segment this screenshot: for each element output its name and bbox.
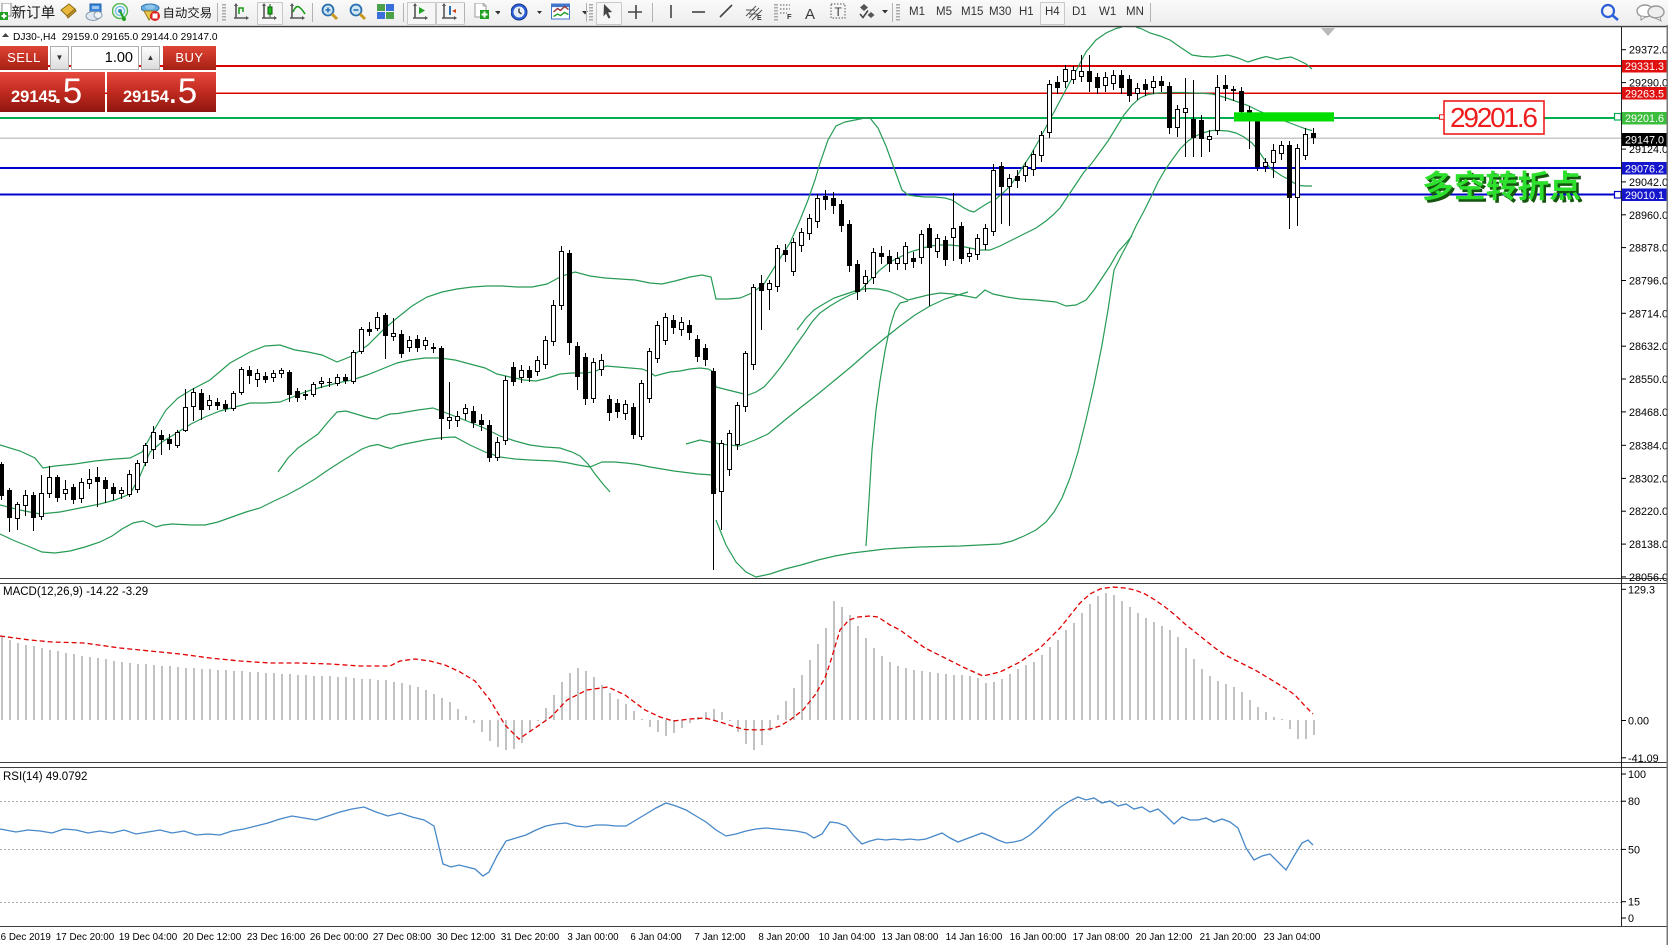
svg-text:129.3: 129.3 — [1628, 584, 1655, 596]
svg-text:6 Jan 04:00: 6 Jan 04:00 — [630, 932, 682, 943]
svg-text:16 Jan 00:00: 16 Jan 00:00 — [1010, 932, 1067, 943]
svg-text:T: T — [835, 5, 843, 19]
svg-text:28468.0: 28468.0 — [1629, 407, 1668, 419]
svg-text:28796.0: 28796.0 — [1629, 276, 1668, 288]
svg-text:3 Jan 00:00: 3 Jan 00:00 — [567, 932, 619, 943]
svg-text:21 Jan 20:00: 21 Jan 20:00 — [1200, 932, 1257, 943]
svg-text:7 Jan 12:00: 7 Jan 12:00 — [694, 932, 746, 943]
svg-text:29042.0: 29042.0 — [1629, 177, 1668, 189]
svg-text:10 Jan 04:00: 10 Jan 04:00 — [819, 932, 876, 943]
svg-text:28138.0: 28138.0 — [1629, 539, 1668, 551]
svg-text:E: E — [757, 15, 762, 22]
svg-text:28220.0: 28220.0 — [1629, 506, 1668, 518]
svg-text:13 Jan 08:00: 13 Jan 08:00 — [882, 932, 939, 943]
svg-text:8 Jan 20:00: 8 Jan 20:00 — [758, 932, 810, 943]
svg-text:29331.3: 29331.3 — [1625, 61, 1664, 73]
svg-text:28550.0: 28550.0 — [1629, 374, 1668, 386]
svg-text:17 Dec 20:00: 17 Dec 20:00 — [56, 932, 115, 943]
svg-text:29010.1: 29010.1 — [1625, 190, 1664, 202]
svg-text:28960.0: 28960.0 — [1629, 210, 1668, 222]
svg-text:23 Dec 16:00: 23 Dec 16:00 — [247, 932, 306, 943]
svg-text:0: 0 — [1628, 913, 1634, 925]
svg-text:31 Dec 20:00: 31 Dec 20:00 — [501, 932, 560, 943]
svg-text:MACD(12,26,9) -14.22 -3.29: MACD(12,26,9) -14.22 -3.29 — [3, 586, 148, 598]
svg-text:26 Dec 00:00: 26 Dec 00:00 — [310, 932, 369, 943]
svg-text:-41.09: -41.09 — [1628, 753, 1659, 765]
svg-text:14 Jan 16:00: 14 Jan 16:00 — [946, 932, 1003, 943]
svg-text:100: 100 — [1628, 769, 1646, 781]
svg-text:RSI(14) 49.0792: RSI(14) 49.0792 — [3, 771, 87, 783]
svg-text:29076.2: 29076.2 — [1625, 163, 1664, 175]
svg-text:23 Jan 04:00: 23 Jan 04:00 — [1264, 932, 1321, 943]
svg-text:28878.0: 28878.0 — [1629, 243, 1668, 255]
svg-text:28714.0: 28714.0 — [1629, 308, 1668, 320]
svg-text:50: 50 — [1628, 844, 1640, 856]
svg-text:19 Dec 04:00: 19 Dec 04:00 — [119, 932, 178, 943]
svg-text:80: 80 — [1628, 796, 1640, 808]
svg-text:0.00: 0.00 — [1628, 716, 1649, 728]
svg-text:29263.5: 29263.5 — [1625, 88, 1664, 100]
svg-text:28056.0: 28056.0 — [1629, 572, 1668, 584]
svg-text:29372.0: 29372.0 — [1629, 45, 1668, 57]
svg-text:29201.6: 29201.6 — [1625, 113, 1664, 125]
svg-text:30 Dec 12:00: 30 Dec 12:00 — [437, 932, 496, 943]
svg-text:28384.0: 28384.0 — [1629, 440, 1668, 452]
svg-text:15: 15 — [1628, 897, 1640, 909]
svg-text:16 Dec 2019: 16 Dec 2019 — [0, 932, 51, 943]
svg-text:20 Dec 12:00: 20 Dec 12:00 — [183, 932, 242, 943]
svg-text:29201.6: 29201.6 — [1450, 102, 1538, 133]
svg-text:20 Jan 12:00: 20 Jan 12:00 — [1136, 932, 1193, 943]
svg-text:17 Jan 08:00: 17 Jan 08:00 — [1073, 932, 1130, 943]
svg-text:29147.0: 29147.0 — [1625, 135, 1664, 147]
svg-text:28302.0: 28302.0 — [1629, 473, 1668, 485]
svg-text:F: F — [787, 12, 792, 21]
svg-text:28632.0: 28632.0 — [1629, 341, 1668, 353]
svg-text:27 Dec 08:00: 27 Dec 08:00 — [373, 932, 432, 943]
svg-text:DJ30-,H4 29159.0 29165.0 2914: DJ30-,H4 29159.0 29165.0 29144.0 29147.0 — [13, 32, 218, 43]
